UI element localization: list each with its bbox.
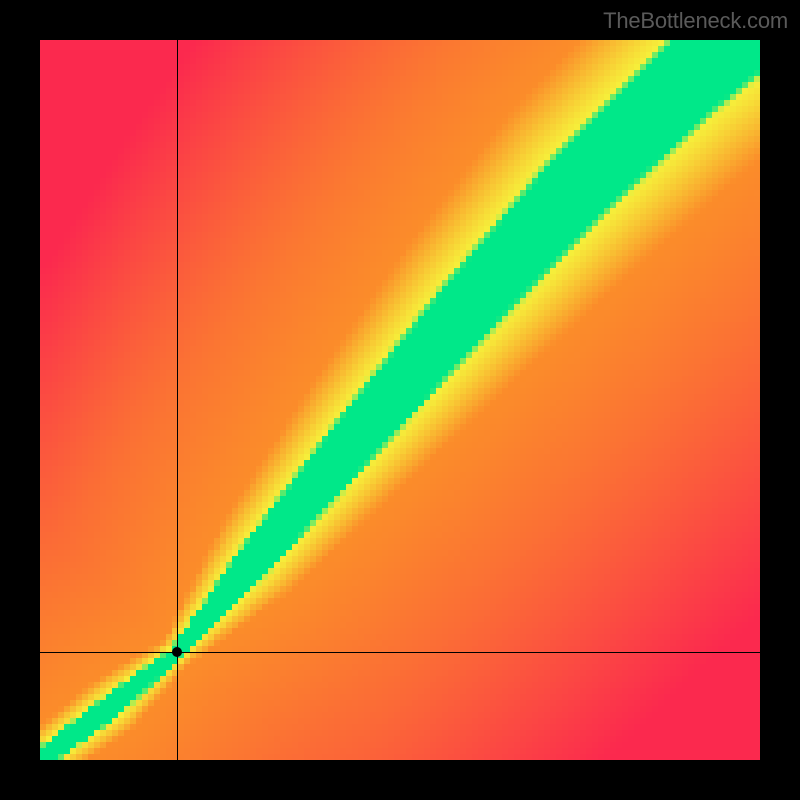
marker-dot	[172, 647, 182, 657]
chart-container: TheBottleneck.com	[0, 0, 800, 800]
watermark-text: TheBottleneck.com	[603, 8, 788, 34]
plot-area	[40, 40, 760, 760]
crosshair-horizontal	[40, 652, 760, 653]
